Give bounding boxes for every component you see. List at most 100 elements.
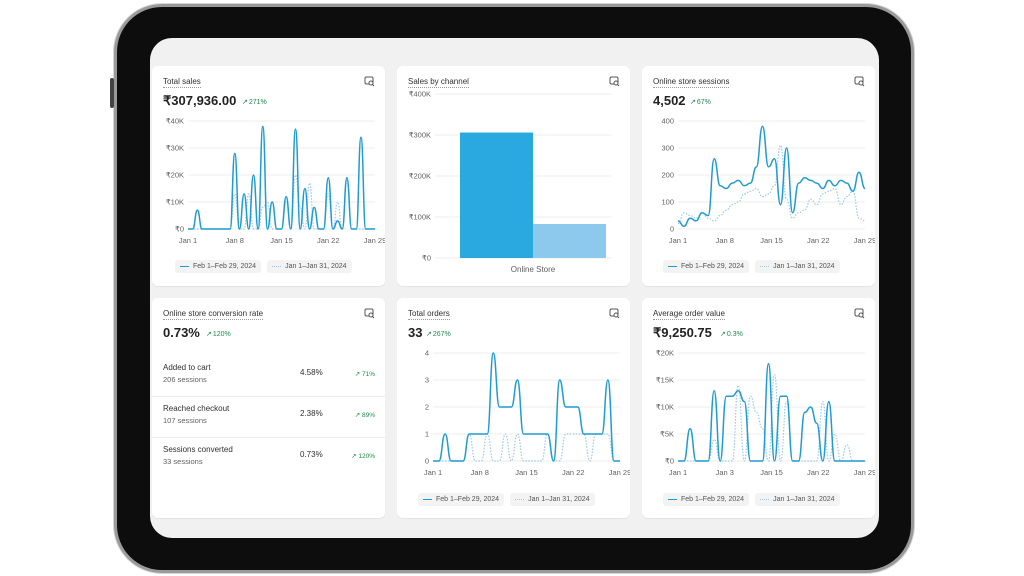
- y-tick-label: ₹200K: [409, 172, 431, 181]
- legend-item-current[interactable]: Feb 1–Feb 29, 2024: [663, 493, 750, 506]
- y-tick-label: 0: [425, 457, 429, 466]
- series-line-previous: [433, 433, 620, 462]
- arrow-up-right-icon: ↗: [351, 453, 359, 460]
- average-order-value-card: Average order value ₹9,250.75 ↗0.3% ₹0 ₹5…: [642, 298, 875, 518]
- bar-previous: [533, 223, 606, 258]
- funnel-row-added-to-cart: Added to cart 206 sessions 4.58% ↗ 71%: [152, 356, 385, 397]
- total-orders-card: Total orders 33 ↗267% 0 1 2 3 4 Jan 1 Jan 8 Jan…: [397, 298, 630, 518]
- online-store-sessions-card: Online store sessions 4,502 ↗67% 0 100 200…: [642, 66, 875, 286]
- chart-zoom-icon[interactable]: [609, 308, 620, 319]
- kpi-change: ↗0.3%: [720, 331, 743, 338]
- legend-item-previous[interactable]: Jan 1–Jan 31, 2024: [755, 260, 840, 273]
- series-line-current: [188, 125, 375, 230]
- chart-legend: Feb 1–Feb 29, 2024 Jan 1–Jan 31, 2024: [418, 493, 595, 506]
- kpi-value: ₹9,250.75: [653, 325, 712, 340]
- y-tick-label: ₹20K: [166, 171, 184, 180]
- x-tick-label: Jan 8: [716, 236, 734, 245]
- y-tick-label: ₹300K: [409, 131, 431, 140]
- legend-item-current[interactable]: Feb 1–Feb 29, 2024: [663, 260, 750, 273]
- y-tick-label: 300: [661, 144, 674, 153]
- kpi-value: ₹307,936.00: [163, 93, 237, 108]
- chart-zoom-icon[interactable]: [364, 76, 375, 87]
- chart-legend: Feb 1–Feb 29, 2024 Jan 1–Jan 31, 2024: [663, 260, 840, 273]
- y-tick-label: ₹0: [665, 457, 674, 466]
- series-line-current: [433, 352, 620, 462]
- arrow-up-right-icon: ↗: [242, 99, 248, 106]
- aov-line-chart: ₹0 ₹5K ₹10K ₹15K ₹20K Jan 1 Jan 3 Jan 15 Jan 22 J…: [656, 349, 875, 478]
- chart-zoom-icon[interactable]: [854, 308, 865, 319]
- kpi-value: 0.73%: [163, 325, 200, 340]
- y-tick-label: 4: [425, 349, 429, 358]
- y-tick-label: ₹0: [175, 225, 184, 234]
- y-tick-label: 400: [661, 117, 674, 126]
- x-tick-label: Jan 15: [760, 468, 783, 477]
- y-tick-label: ₹10K: [656, 403, 674, 412]
- series-line-previous: [678, 374, 865, 462]
- funnel-label: Reached checkout: [163, 404, 230, 413]
- chart-zoom-icon[interactable]: [854, 76, 865, 87]
- card-title[interactable]: Online store conversion rate: [163, 309, 264, 320]
- x-tick-label: Jan 15: [515, 468, 538, 477]
- card-title[interactable]: Average order value: [653, 309, 725, 320]
- x-category-label: Online Store: [511, 265, 556, 274]
- kpi-value: 4,502: [653, 93, 686, 108]
- y-tick-label: 0: [670, 225, 674, 234]
- x-tick-label: Jan 22: [807, 468, 830, 477]
- y-tick-label: ₹20K: [656, 349, 674, 358]
- series-line-current: [678, 363, 865, 462]
- conversion-rate-card: Online store conversion rate 0.73% ↗120%…: [152, 298, 385, 518]
- chart-legend: Feb 1–Feb 29, 2024 Jan 1–Jan 31, 2024: [175, 260, 352, 273]
- series-line-current: [677, 125, 866, 228]
- x-tick-label: Jan 3: [716, 468, 734, 477]
- arrow-up-right-icon: ↗: [426, 331, 432, 338]
- y-tick-label: 100: [661, 198, 674, 207]
- sales-by-channel-card: Sales by channel ₹0 ₹100K ₹200K ₹300K ₹400K O…: [397, 66, 630, 286]
- x-tick-label: Jan 8: [226, 236, 244, 245]
- x-tick-label: Jan 22: [317, 236, 340, 245]
- device-side-button: [110, 78, 114, 108]
- y-tick-label: ₹40K: [166, 117, 184, 126]
- y-tick-label: ₹100K: [409, 213, 431, 222]
- total-sales-line-chart: ₹0 ₹10K ₹20K ₹30K ₹40K Jan 1 Jan 8 Jan 15 Jan 22…: [166, 117, 385, 246]
- x-tick-label: Jan 1: [669, 236, 687, 245]
- y-tick-label: ₹30K: [166, 144, 184, 153]
- bar-current: [460, 132, 533, 258]
- kpi-value: 33: [408, 325, 423, 340]
- legend-item-current[interactable]: Feb 1–Feb 29, 2024: [418, 493, 505, 506]
- kpi-change: ↗67%: [690, 99, 711, 106]
- x-tick-label: Jan 1: [179, 236, 197, 245]
- card-title[interactable]: Online store sessions: [653, 77, 730, 88]
- analytics-dashboard: Total sales ₹307,936.00 ↗271% ₹0 ₹10K ₹20K…: [150, 38, 879, 538]
- legend-item-previous[interactable]: Jan 1–Jan 31, 2024: [267, 260, 352, 273]
- funnel-change: ↗ 89%: [354, 412, 375, 419]
- legend-item-previous[interactable]: Jan 1–Jan 31, 2024: [755, 493, 840, 506]
- chart-zoom-icon[interactable]: [364, 308, 375, 319]
- funnel-rate: 0.73%: [300, 450, 323, 459]
- sessions-line-chart: 0 100 200 300 400 Jan 1 Jan 8 Jan 15 Jan 22 Jan 2…: [661, 117, 875, 246]
- funnel-row-sessions-converted: Sessions converted 33 sessions 0.73% ↗ 1…: [152, 438, 385, 479]
- kpi-change: ↗120%: [206, 331, 231, 338]
- funnel-label: Sessions converted: [163, 445, 233, 454]
- x-tick-label: Jan 1: [424, 468, 442, 477]
- card-title[interactable]: Sales by channel: [408, 77, 469, 88]
- y-tick-label: ₹0: [422, 254, 431, 263]
- card-title[interactable]: Total sales: [163, 77, 201, 88]
- x-tick-label: Jan 15: [760, 236, 783, 245]
- y-tick-label: 1: [425, 430, 429, 439]
- sales-by-channel-bar-chart: ₹0 ₹100K ₹200K ₹300K ₹400K Online Store: [409, 90, 612, 274]
- y-tick-label: ₹5K: [660, 430, 674, 439]
- funnel-change: ↗ 71%: [354, 371, 375, 378]
- y-tick-label: 3: [425, 376, 429, 385]
- arrow-up-right-icon: ↗: [206, 331, 212, 338]
- card-title[interactable]: Total orders: [408, 309, 450, 320]
- y-tick-label: ₹15K: [656, 376, 674, 385]
- chart-zoom-icon[interactable]: [609, 76, 620, 87]
- legend-item-previous[interactable]: Jan 1–Jan 31, 2024: [510, 493, 595, 506]
- y-tick-label: ₹400K: [409, 90, 431, 99]
- legend-item-current[interactable]: Feb 1–Feb 29, 2024: [175, 260, 262, 273]
- y-tick-label: 200: [661, 171, 674, 180]
- funnel-sessions: 206 sessions: [163, 375, 207, 384]
- funnel-sessions: 107 sessions: [163, 416, 207, 425]
- arrow-up-right-icon: ↗: [354, 371, 362, 378]
- kpi-change: ↗271%: [242, 99, 267, 106]
